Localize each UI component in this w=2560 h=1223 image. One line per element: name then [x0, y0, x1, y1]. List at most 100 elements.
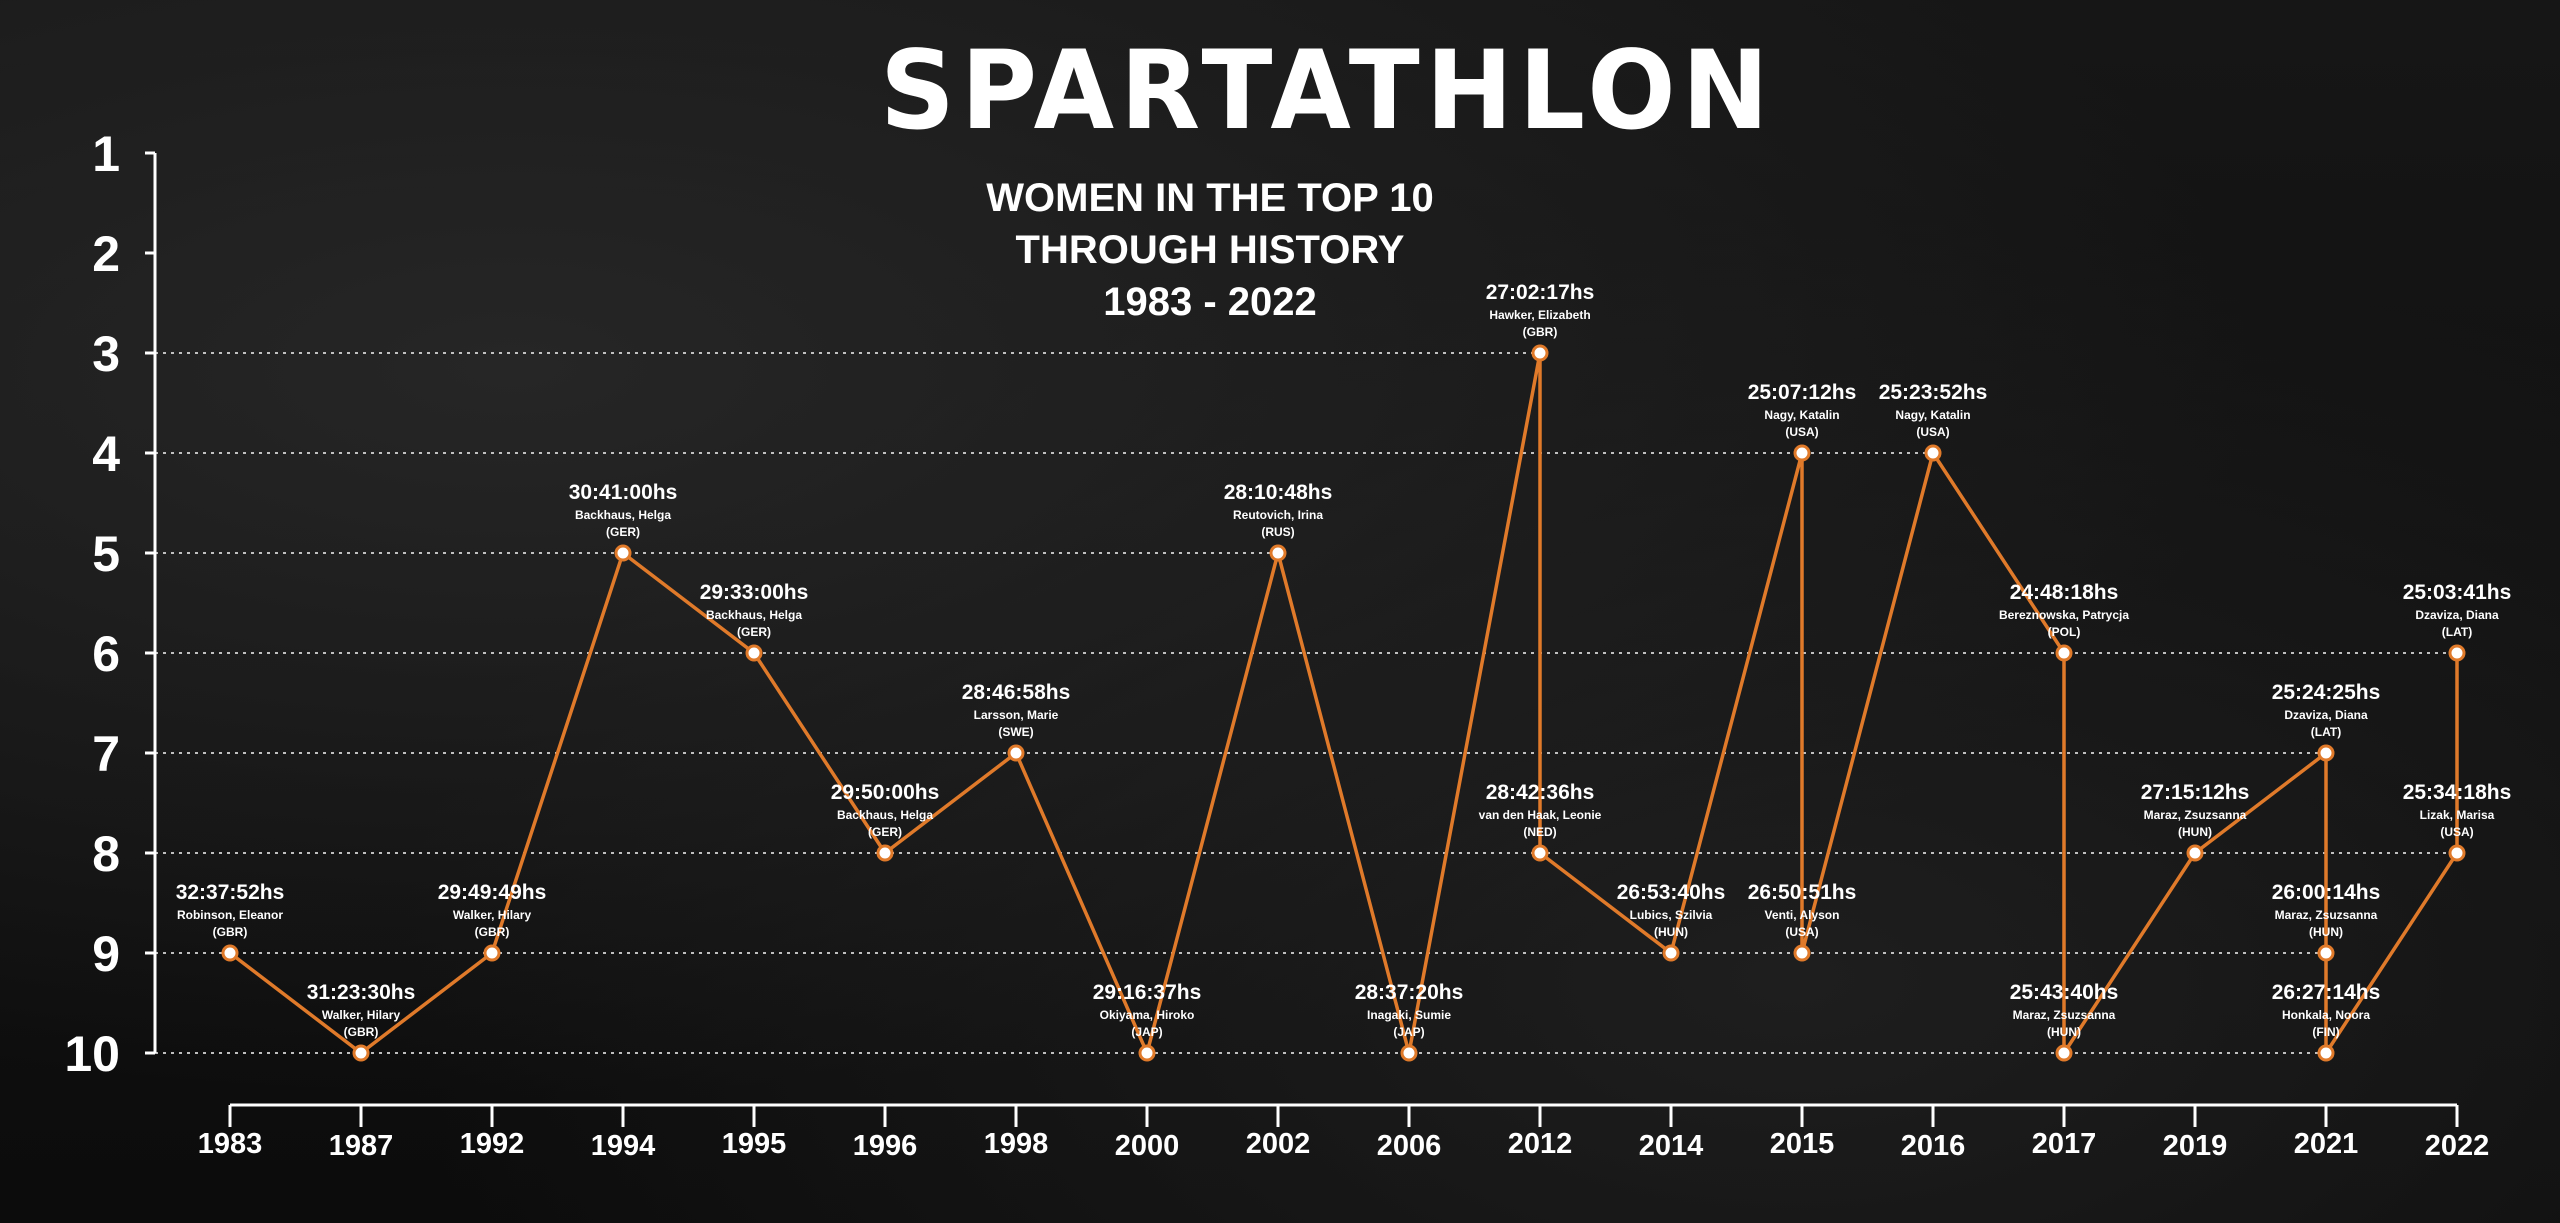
data-label-time: 25:43:40hs	[2010, 981, 2119, 1004]
x-tick-label: 1994	[591, 1130, 656, 1162]
y-tick-label: 7	[92, 726, 120, 782]
data-label-name: Nagy, Katalin	[1895, 408, 1970, 422]
x-tick-label: 2014	[1639, 1130, 1704, 1162]
data-label-time: 26:53:40hs	[1617, 881, 1726, 904]
data-label: 28:46:58hs Larsson, Marie (SWE)	[962, 681, 1071, 739]
x-tick-label: 1983	[198, 1128, 263, 1160]
x-tick-label: 1995	[722, 1128, 787, 1160]
data-label-name: Venti, Alyson	[1765, 908, 1840, 922]
x-tick-label: 2021	[2294, 1128, 2359, 1160]
data-label-country: (RUS)	[1261, 525, 1294, 539]
data-point	[876, 844, 894, 862]
x-tick-label: 2012	[1508, 1128, 1573, 1160]
data-point	[1531, 344, 1549, 362]
data-label-country: (USA)	[1785, 925, 1818, 939]
data-label-time: 24:48:18hs	[2010, 581, 2119, 604]
data-label: 32:37:52hs Robinson, Eleanor (GBR)	[176, 881, 285, 939]
data-label-name: Maraz, Zsuzsanna	[2013, 1008, 2116, 1022]
data-label-time: 25:24:25hs	[2272, 681, 2381, 704]
data-point	[2317, 944, 2335, 962]
data-point	[1662, 944, 1680, 962]
y-tick-label: 6	[92, 626, 120, 682]
data-label-name: Robinson, Eleanor	[177, 908, 283, 922]
data-point	[2448, 844, 2466, 862]
data-point	[1531, 844, 1549, 862]
data-label: 27:15:12hs Maraz, Zsuzsanna (HUN)	[2141, 781, 2250, 839]
data-point	[2055, 644, 2073, 662]
data-label: 26:53:40hs Lubics, Szilvia (HUN)	[1617, 881, 1726, 939]
data-point	[1138, 1044, 1156, 1062]
x-tick-label: 1992	[460, 1128, 525, 1160]
data-label-country: (GBR)	[213, 925, 248, 939]
data-label-name: Dzaviza, Diana	[2415, 608, 2499, 622]
data-point	[2186, 844, 2204, 862]
data-label-name: Dzaviza, Diana	[2284, 708, 2368, 722]
data-point	[352, 1044, 370, 1062]
data-label-name: Lizak, Marisa	[2420, 808, 2495, 822]
data-label-country: (GER)	[737, 625, 771, 639]
data-point	[1269, 544, 1287, 562]
data-label: 28:37:20hs Inagaki, Sumie (JAP)	[1355, 981, 1464, 1039]
data-label-country: (GER)	[606, 525, 640, 539]
data-label-country: (HUN)	[2178, 825, 2212, 839]
data-label-country: (SWE)	[998, 725, 1033, 739]
chart-subtitle: WOMEN IN THE TOP 10 THROUGH HISTORY 1983…	[930, 172, 1490, 328]
data-label: 31:23:30hs Walker, Hilary (GBR)	[307, 981, 416, 1039]
data-label-country: (JAP)	[1393, 1025, 1424, 1039]
data-label: 30:41:00hs Backhaus, Helga (GER)	[569, 481, 678, 539]
data-label-time: 28:42:36hs	[1486, 781, 1595, 804]
data-label-name: Walker, Hilary	[322, 1008, 401, 1022]
x-tick-label: 2000	[1115, 1130, 1180, 1162]
data-label-country: (USA)	[1785, 425, 1818, 439]
data-label-time: 26:27:14hs	[2272, 981, 2381, 1004]
x-tick-label: 2006	[1377, 1130, 1442, 1162]
data-point	[1400, 1044, 1418, 1062]
data-label-country: (GBR)	[475, 925, 510, 939]
y-tick-label: 5	[92, 526, 120, 582]
data-label-name: Reutovich, Irina	[1233, 508, 1323, 522]
data-label-country: (HUN)	[2309, 925, 2343, 939]
data-label-country: (GBR)	[344, 1025, 379, 1039]
data-label-name: Maraz, Zsuzsanna	[2144, 808, 2247, 822]
data-label-time: 30:41:00hs	[569, 481, 678, 504]
data-label-country: (HUN)	[1654, 925, 1688, 939]
data-point	[745, 644, 763, 662]
x-tick-label: 2019	[2163, 1130, 2228, 1162]
data-point	[1793, 444, 1811, 462]
data-label-country: (GBR)	[1523, 325, 1558, 339]
data-label-time: 28:46:58hs	[962, 681, 1071, 704]
data-label-time: 25:23:52hs	[1879, 381, 1988, 404]
data-label-time: 26:50:51hs	[1748, 881, 1857, 904]
x-tick-label: 2022	[2425, 1130, 2490, 1162]
data-label-country: (GER)	[868, 825, 902, 839]
y-tick-label: 2	[92, 226, 120, 282]
data-label: 25:24:25hs Dzaviza, Diana (LAT)	[2272, 681, 2381, 739]
data-point	[1007, 744, 1025, 762]
subtitle-line: 1983 - 2022	[1103, 280, 1317, 324]
series-line	[228, 351, 2459, 1055]
data-label-name: Backhaus, Helga	[706, 608, 802, 622]
data-label-name: van den Haak, Leonie	[1479, 808, 1602, 822]
data-label-time: 31:23:30hs	[307, 981, 416, 1004]
data-label: 26:50:51hs Venti, Alyson (USA)	[1748, 881, 1857, 939]
x-tick-label: 1996	[853, 1130, 918, 1162]
data-label-time: 26:00:14hs	[2272, 881, 2381, 904]
data-label-time: 27:15:12hs	[2141, 781, 2250, 804]
data-label: 29:16:37hs Okiyama, Hiroko (JAP)	[1093, 981, 1202, 1039]
data-label-name: Inagaki, Sumie	[1367, 1008, 1451, 1022]
data-label-country: (POL)	[2048, 625, 2081, 639]
data-point	[483, 944, 501, 962]
data-label-time: 29:50:00hs	[831, 781, 940, 804]
data-label: 25:43:40hs Maraz, Zsuzsanna (HUN)	[2010, 981, 2119, 1039]
data-label-country: (LAT)	[2311, 725, 2341, 739]
data-label-time: 27:02:17hs	[1486, 281, 1595, 304]
data-label-name: Maraz, Zsuzsanna	[2275, 908, 2378, 922]
data-label-country: (JAP)	[1131, 1025, 1162, 1039]
y-tick-label: 10	[64, 1026, 120, 1082]
data-label-name: Bereznowska, Patrycja	[1999, 608, 2129, 622]
data-label-time: 28:10:48hs	[1224, 481, 1333, 504]
data-label-name: Hawker, Elizabeth	[1489, 308, 1590, 322]
y-tick-label: 9	[92, 926, 120, 982]
